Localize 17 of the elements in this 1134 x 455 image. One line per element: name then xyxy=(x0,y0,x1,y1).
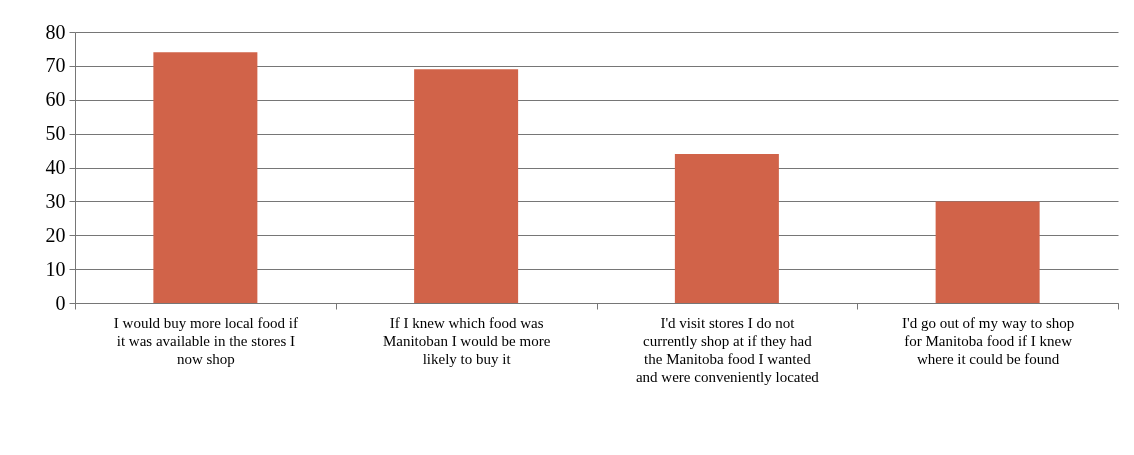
y-tick-label: 0 xyxy=(55,291,66,314)
y-tick-label: 60 xyxy=(45,88,66,111)
x-tick-label: If I knew which food was Manitoban I would be more likely to buy it xyxy=(382,314,551,367)
y-tick-label: 40 xyxy=(45,156,66,178)
x-tick-label: I'd go out of my way to shop for Manitoba food if I knew where it could be found xyxy=(901,314,1075,367)
y-tick-label: 70 xyxy=(45,54,66,77)
y-tick-label: 10 xyxy=(45,257,66,280)
bar xyxy=(414,69,519,303)
bar xyxy=(153,52,258,303)
bar xyxy=(674,153,779,303)
x-tick-label: I would buy more local food if it was available in the stores I now shop xyxy=(113,314,298,367)
y-tick-label: 50 xyxy=(45,122,66,145)
y-tick-label: 80 xyxy=(45,20,66,43)
bar xyxy=(935,201,1040,303)
y-tick-label: 30 xyxy=(45,189,66,212)
x-tick-label: I'd visit stores I do not currently shop at if they had the Manitoba food I wanted and were conveniently located xyxy=(635,314,820,385)
y-tick-label: 20 xyxy=(45,223,66,246)
